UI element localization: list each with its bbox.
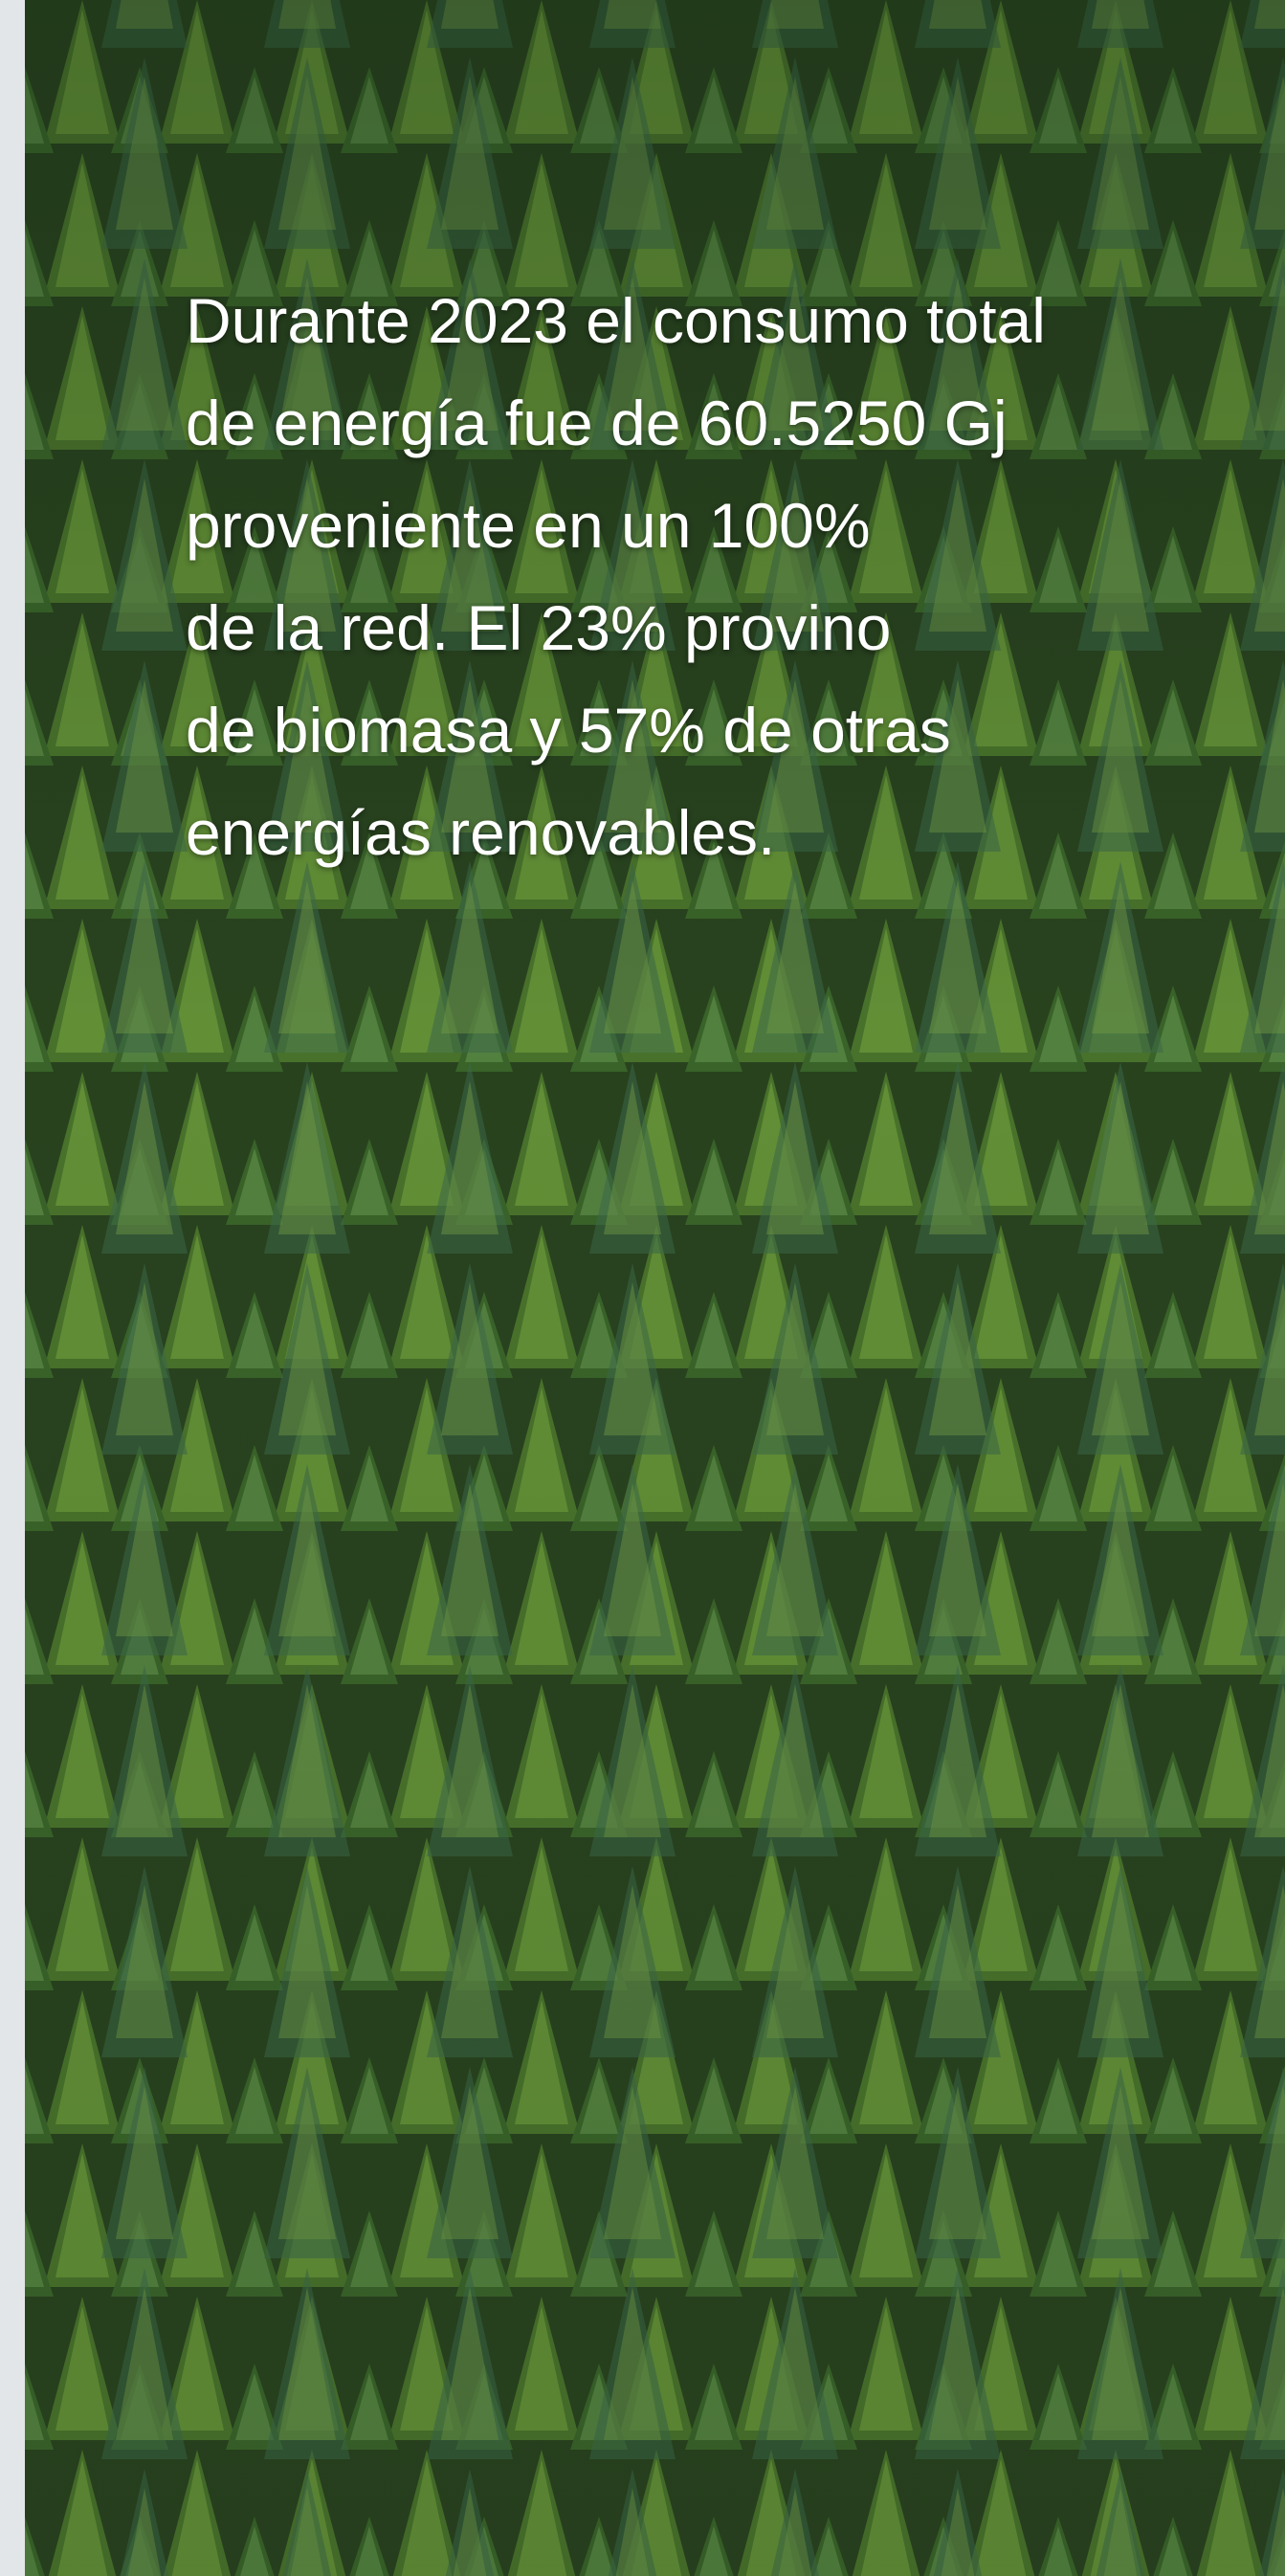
- text-line: Durante 2023 el consumo total: [186, 270, 1046, 372]
- text-line: de la red. El 23% provino: [186, 577, 1046, 679]
- forest-panel: Durante 2023 el consumo total de energía…: [25, 0, 1285, 2576]
- energy-text: Durante 2023 el consumo total de energía…: [186, 270, 1046, 884]
- text-line: de biomasa y 57% de otras: [186, 679, 1046, 782]
- page: Durante 2023 el consumo total de energía…: [0, 0, 1285, 2576]
- text-line: energías renovables.: [186, 782, 1046, 884]
- text-line: de energía fue de 60.5250 Gj: [186, 372, 1046, 475]
- text-line: proveniente en un 100%: [186, 475, 1046, 577]
